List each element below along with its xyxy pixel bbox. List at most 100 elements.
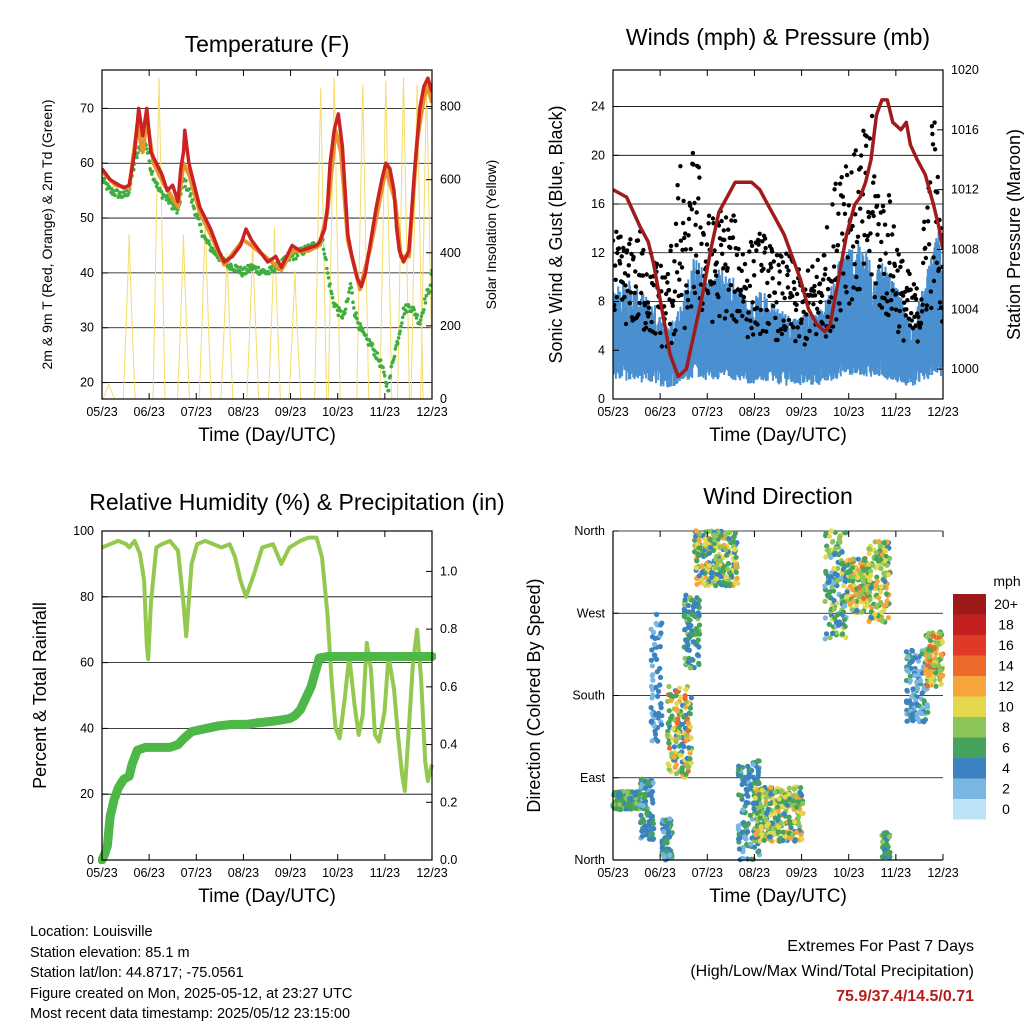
legend-label: 16 <box>998 637 1014 653</box>
gust-point <box>724 308 729 314</box>
dewpoint-point <box>295 253 300 258</box>
direction-point <box>650 780 656 786</box>
gust-point <box>797 334 802 339</box>
direction-point <box>915 658 922 664</box>
gust-point <box>679 265 685 270</box>
direction-point <box>756 792 762 798</box>
gust-point <box>764 329 769 334</box>
direction-point <box>714 576 720 582</box>
direction-point <box>885 615 892 621</box>
direction-point <box>663 818 669 824</box>
direction-point <box>867 577 873 584</box>
direction-point <box>749 856 755 862</box>
solar-spike <box>122 234 136 399</box>
direction-point <box>662 840 668 846</box>
gust-point <box>640 273 646 278</box>
direction-point <box>825 547 831 553</box>
gust-point <box>840 194 845 199</box>
gust-point <box>828 328 833 333</box>
legend-label: 20+ <box>994 596 1018 612</box>
extremes-values: 75.9/37.4/14.5/0.71 <box>836 988 974 1005</box>
x-tick-label: 12/23 <box>927 405 958 419</box>
direction-point <box>715 571 722 577</box>
direction-point <box>696 613 702 619</box>
winds-series <box>613 98 943 388</box>
direction-point <box>617 790 623 796</box>
dewpoint-point <box>102 176 107 181</box>
gust-point <box>831 244 836 249</box>
y2-tick-label: 400 <box>440 246 461 260</box>
dewpoint-point <box>135 155 139 160</box>
direction-point <box>670 726 676 732</box>
direction-point <box>652 711 659 718</box>
y2-tick-label: 0.8 <box>440 622 457 636</box>
y-tick-label: 60 <box>80 156 94 170</box>
gust-point <box>856 189 861 195</box>
y2-tick-label: 1.0 <box>440 564 457 578</box>
dewpoint-point <box>364 333 368 337</box>
gust-point <box>718 242 724 248</box>
gust-point <box>645 300 650 305</box>
direction-point <box>884 598 890 604</box>
dewpoint-point <box>312 241 316 245</box>
gust-point <box>670 303 675 308</box>
direction-point <box>790 831 796 838</box>
gust-point <box>622 294 627 300</box>
gust-point <box>795 325 800 330</box>
direction-point <box>866 546 872 552</box>
dewpoint-point <box>197 217 201 221</box>
dewpoint-point <box>340 316 345 320</box>
gust-point <box>706 213 712 218</box>
gust-point <box>820 321 825 326</box>
direction-point <box>879 618 885 624</box>
gust-point <box>852 152 857 157</box>
x-tick-label: 05/23 <box>86 866 117 880</box>
dewpoint-point <box>382 370 386 375</box>
gust-point <box>870 210 875 215</box>
direction-point <box>866 618 872 625</box>
direction-point <box>840 631 846 637</box>
gust-point <box>643 325 649 330</box>
direction-point <box>651 723 657 729</box>
direction-point <box>795 799 801 805</box>
dewpoint-point <box>400 315 405 320</box>
direction-point <box>826 590 832 596</box>
gust-point <box>686 233 691 238</box>
direction-point <box>744 791 750 798</box>
direction-point <box>718 544 724 551</box>
direction-point <box>702 541 708 548</box>
y-tick-label: 8 <box>598 295 605 309</box>
direction-point <box>861 586 867 592</box>
direction-point <box>711 532 717 538</box>
gust-point <box>695 269 700 275</box>
dewpoint-point <box>325 271 330 275</box>
gust-point <box>618 234 623 239</box>
y-tick-label: 0 <box>598 392 605 406</box>
gust-point <box>698 282 704 287</box>
y2-tick-label: 0 <box>440 392 447 406</box>
direction-point <box>659 713 665 719</box>
direction-point <box>679 769 685 775</box>
gust-point <box>628 290 634 295</box>
solar-spike <box>267 227 281 399</box>
direction-point <box>705 528 712 535</box>
dewpoint-point <box>235 265 240 269</box>
direction-point <box>797 789 803 795</box>
direction-point <box>644 832 650 838</box>
temperature-y2label: Solar Insolation (Yellow) <box>483 160 499 310</box>
direction-point <box>717 557 723 564</box>
gust-point <box>897 324 902 329</box>
direction-point <box>933 650 939 657</box>
gust-point <box>680 220 686 226</box>
gust-point <box>776 262 781 268</box>
gust-point <box>900 293 906 298</box>
direction-point <box>755 779 762 785</box>
direction-point <box>836 536 843 542</box>
direction-point <box>649 673 655 679</box>
direction-point <box>768 791 774 797</box>
gust-point <box>730 235 736 240</box>
gust-point <box>722 316 728 321</box>
direction-point <box>924 634 931 640</box>
gust-point <box>932 147 938 152</box>
direction-point <box>833 545 839 551</box>
